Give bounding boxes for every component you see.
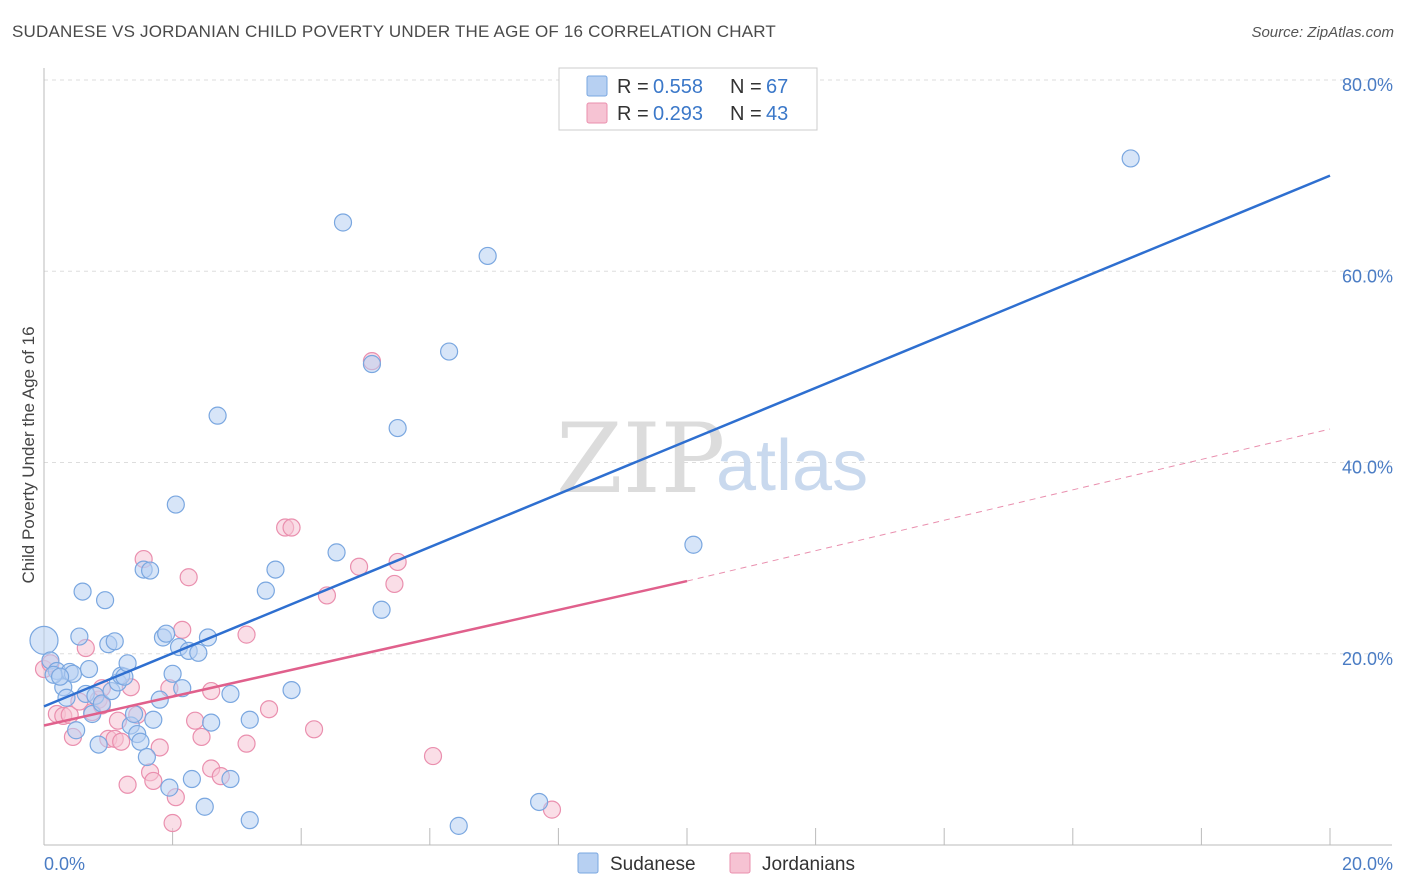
sudanese-point-59 <box>439 342 459 361</box>
jordanian-trend-extension <box>686 428 1331 582</box>
jordanian-point-22 <box>150 738 169 757</box>
watermark-atlas: atlas <box>716 426 868 506</box>
sudanese-point-35 <box>160 778 179 797</box>
legend-n-label-2: N = <box>730 103 762 125</box>
jordanian-point-27 <box>179 568 198 587</box>
sudanese-point-9 <box>73 582 92 601</box>
legend-r-label-2: R = <box>617 103 649 125</box>
sudanese-point-53 <box>282 680 301 700</box>
legend-n-label-1: N = <box>730 76 762 98</box>
y-tick-label-1: 40.0% <box>1342 458 1393 478</box>
sudanese-point-46 <box>208 406 227 425</box>
sudanese-point-7 <box>67 721 86 740</box>
legend: R = 0.558 N = 67 R = 0.293 N = 43 <box>558 67 818 131</box>
sudanese-point-41 <box>182 769 201 789</box>
sudanese-point-50 <box>240 710 259 729</box>
jordanian-point-34 <box>237 734 256 753</box>
sudanese-point-34 <box>157 624 176 643</box>
sudanese-point-14 <box>89 735 108 754</box>
sudanese-point-54 <box>327 543 346 562</box>
sudanese-point-66 <box>50 667 70 686</box>
legend-swatch-jordanian <box>586 102 608 124</box>
y-axis-label: Child Poverty Under the Age of 16 <box>19 326 38 583</box>
y-tick-label-3: 80.0% <box>1342 75 1393 95</box>
sudanese-point-30 <box>140 561 160 580</box>
sudanese-point-43 <box>195 797 214 816</box>
sudanese-point-58 <box>388 418 407 438</box>
trend-lines <box>43 174 1331 727</box>
legend-r-label-1: R = <box>617 76 649 98</box>
legend-n-value-2: 43 <box>766 103 788 125</box>
sudanese-point-62 <box>530 792 549 812</box>
jordanian-point-42 <box>385 574 404 594</box>
sudanese-point-11 <box>79 659 99 679</box>
x-tick-label-0: 0.0% <box>44 854 85 874</box>
sudanese-point-57 <box>372 600 391 619</box>
jordanian-point-33 <box>237 625 256 644</box>
jordanian-point-15 <box>112 732 131 751</box>
legend-r-value-2: 0.293 <box>653 103 703 125</box>
sudanese-point-37 <box>166 495 185 514</box>
legend-swatch-sudanese <box>586 75 608 97</box>
sudanese-point-52 <box>266 560 285 579</box>
grid-lines <box>44 79 1392 655</box>
jordanian-point-35 <box>259 700 279 719</box>
bottom-legend: Sudanese Jordanians <box>577 852 855 875</box>
jordanian-point-26 <box>173 620 192 639</box>
sudanese-point-45 <box>202 713 221 732</box>
jordanian-point-37 <box>282 518 301 537</box>
sudanese-point-27 <box>131 732 150 751</box>
jordanian-point-16 <box>118 775 137 794</box>
chart-title: SUDANESE VS JORDANIAN CHILD POVERTY UNDE… <box>12 22 777 41</box>
jordanian-point-29 <box>192 727 211 747</box>
sudanese-point-48 <box>221 769 240 789</box>
jordanian-point-21 <box>144 771 163 791</box>
watermark: ZIP atlas <box>556 403 868 515</box>
y-tick-label-2: 60.0% <box>1342 266 1393 286</box>
sudanese-point-31 <box>144 710 163 729</box>
sudanese-point-29 <box>137 747 156 767</box>
bottom-legend-swatch-sudanese <box>577 852 599 874</box>
sudanese-point-47 <box>221 684 240 704</box>
jordanian-points <box>34 352 562 833</box>
sudanese-point-36 <box>163 664 182 683</box>
legend-n-value-1: 67 <box>766 76 788 98</box>
sudanese-point-19 <box>105 632 124 651</box>
sudanese-point-63 <box>684 535 703 554</box>
sudanese-point-0 <box>29 625 59 655</box>
sudanese-point-16 <box>95 591 115 610</box>
sudanese-point-51 <box>256 581 275 600</box>
y-tick-label-0: 20.0% <box>1342 649 1393 669</box>
jordanian-point-44 <box>423 746 443 766</box>
sudanese-point-49 <box>240 811 259 830</box>
sudanese-point-61 <box>478 246 497 266</box>
sudanese-point-8 <box>70 627 89 646</box>
bottom-legend-swatch-jordanian <box>729 852 751 874</box>
jordanian-point-38 <box>304 720 324 739</box>
legend-r-value-1: 0.558 <box>653 76 703 98</box>
bottom-legend-sudanese: Sudanese <box>610 854 696 875</box>
sudanese-point-42 <box>189 643 208 662</box>
sudanese-point-60 <box>449 816 468 835</box>
sudanese-point-55 <box>333 213 353 232</box>
sudanese-point-64 <box>1121 149 1140 168</box>
jordanian-point-24 <box>163 813 182 833</box>
jordanian-point-28 <box>186 711 205 730</box>
chart-source: Source: ZipAtlas.com <box>1251 24 1394 41</box>
x-tick-label-1: 20.0% <box>1342 854 1393 874</box>
sudanese-point-25 <box>124 704 144 724</box>
jordanian-trend-line <box>43 579 688 727</box>
sudanese-point-56 <box>362 354 382 374</box>
tick-labels: 20.0% 40.0% 60.0% 80.0% 0.0% 20.0% <box>44 75 1393 874</box>
sudanese-trend-line <box>43 174 1331 708</box>
bottom-legend-jordanians: Jordanians <box>762 854 855 875</box>
jordanian-point-31 <box>202 681 221 701</box>
